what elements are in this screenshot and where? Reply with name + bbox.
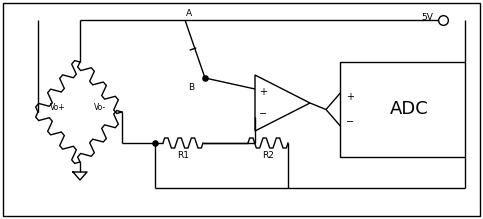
Text: 5V: 5V [421,14,433,23]
Text: +: + [259,87,267,97]
Text: B: B [188,83,194,92]
Text: −: − [259,109,267,119]
Text: −: − [346,117,354,127]
Text: Vo-: Vo- [94,104,106,113]
Text: Vo+: Vo+ [50,104,66,113]
Text: R1: R1 [177,150,189,159]
Bar [340,62,465,157]
Text: A: A [186,9,192,18]
Text: +: + [346,92,354,102]
Text: R2: R2 [262,150,274,159]
Text: ADC: ADC [389,101,428,118]
